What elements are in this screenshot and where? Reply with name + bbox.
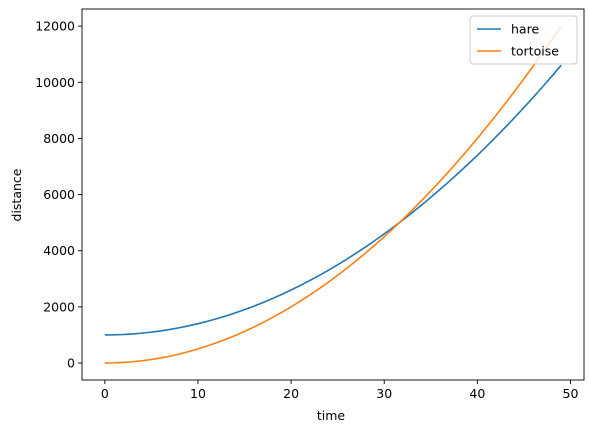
x-axis-title: time bbox=[317, 408, 346, 423]
y-tick-label: 0 bbox=[67, 356, 75, 371]
x-tick-label: 0 bbox=[101, 386, 109, 401]
x-axis: 0 10 20 30 40 50 bbox=[101, 380, 579, 401]
legend-label-hare: hare bbox=[511, 22, 539, 37]
x-tick-label: 30 bbox=[376, 386, 392, 401]
legend-label-tortoise: tortoise bbox=[511, 44, 559, 59]
y-tick-label: 8000 bbox=[43, 131, 75, 146]
legend-box bbox=[469, 15, 578, 65]
y-axis: 0 2000 4000 6000 8000 10000 12000 bbox=[35, 19, 82, 371]
x-tick-label: 20 bbox=[283, 386, 299, 401]
x-tick-label: 10 bbox=[190, 386, 206, 401]
y-tick-label: 6000 bbox=[43, 187, 75, 202]
x-tick-label: 50 bbox=[563, 386, 579, 401]
y-tick-label: 4000 bbox=[43, 243, 75, 258]
series-line-tortoise bbox=[104, 25, 562, 364]
legend: hare tortoise bbox=[469, 15, 578, 65]
y-axis-title: distance bbox=[9, 168, 24, 221]
y-tick-label: 2000 bbox=[43, 299, 75, 314]
plot-area bbox=[81, 8, 585, 381]
x-tick-label: 40 bbox=[469, 386, 485, 401]
series-line-hare bbox=[104, 64, 562, 336]
y-tick-label: 10000 bbox=[35, 75, 75, 90]
y-tick-label: 12000 bbox=[35, 19, 75, 34]
plot-frame bbox=[81, 8, 585, 381]
